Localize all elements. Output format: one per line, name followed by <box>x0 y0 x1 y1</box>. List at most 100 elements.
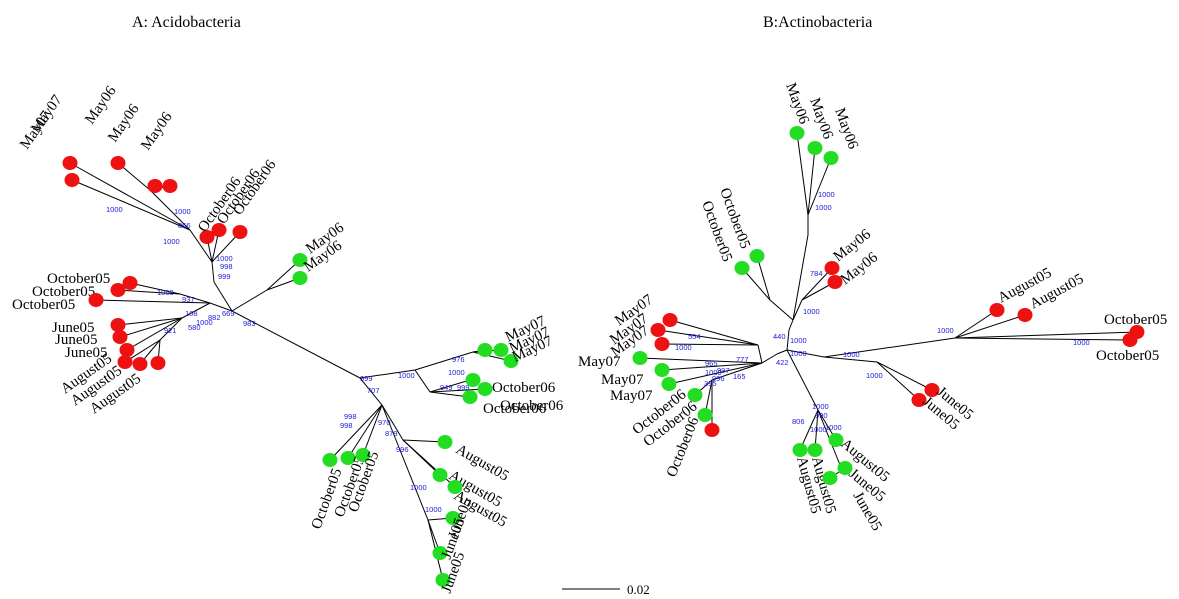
bootstrap-value: 965 <box>705 359 718 368</box>
leaf-dot <box>462 390 478 404</box>
bootstrap-value: 422 <box>776 358 789 367</box>
leaf-green: October06 <box>462 390 547 417</box>
leaf-label: October06 <box>500 398 564 414</box>
leaf-dot <box>654 337 670 351</box>
leaf-label: October05 <box>47 271 110 287</box>
bootstrap-value: 1000 <box>1073 338 1090 347</box>
leaf-label: May06 <box>831 106 861 152</box>
leaf-dot <box>199 230 215 244</box>
leaf-green: May06 <box>806 96 836 155</box>
leaf-dot <box>232 225 248 239</box>
leaf-dot <box>493 343 509 357</box>
leaf-dot <box>661 377 677 391</box>
bootstrap-value: 998 <box>220 262 233 271</box>
branch-line <box>159 317 183 341</box>
leaf-red: June05 <box>55 330 128 348</box>
panel-b-title: B:Actinobacteria <box>763 14 872 31</box>
leaf-red: October05 <box>1096 333 1159 364</box>
bootstrap-value: 999 <box>218 272 231 281</box>
leaf-dot <box>112 330 128 344</box>
branch-line <box>786 349 825 358</box>
leaf-dot <box>1017 308 1033 322</box>
leaf-label: June05 <box>55 332 98 348</box>
bootstrap-value: 866 <box>178 221 191 230</box>
branch-line <box>661 362 763 371</box>
leaf-red: October05 <box>32 283 126 300</box>
leaf-dot <box>62 156 78 170</box>
leaf-dot <box>822 471 838 485</box>
leaf-dot <box>807 141 823 155</box>
bootstrap-value: 1000 <box>790 336 807 345</box>
leaf-dot <box>132 357 148 371</box>
branch-line <box>181 302 211 319</box>
branch-line <box>213 281 233 312</box>
leaf-green: May07 <box>610 377 677 404</box>
leaf-dot <box>117 355 133 369</box>
bootstrap-value: 1000 <box>157 288 174 297</box>
leaf-red: October05 <box>12 293 104 313</box>
bootstrap-value: 777 <box>736 355 749 364</box>
bootstrap-value: 707 <box>367 386 380 395</box>
bootstrap-value: 1000 <box>815 203 832 212</box>
bootstrap-value: 784 <box>810 269 823 278</box>
leaf-dot <box>632 351 648 365</box>
leaf-dot <box>355 448 371 462</box>
branch-line <box>211 261 215 283</box>
bootstrap-value: 1000 <box>174 207 191 216</box>
bootstrap-value: 806 <box>792 417 805 426</box>
branch-line <box>807 147 816 216</box>
leaf-dot <box>827 275 843 289</box>
branch-line <box>126 317 183 351</box>
leaf-dot <box>654 363 670 377</box>
leaf-dot <box>650 323 666 337</box>
bootstrap-value: 997 <box>717 366 730 375</box>
leaf-dot <box>924 383 940 397</box>
branch-line <box>266 259 301 291</box>
branch-line <box>792 234 809 321</box>
branch-line <box>756 255 771 301</box>
bootstrap-value: 1000 <box>196 318 213 327</box>
leaf-dot <box>110 318 126 332</box>
bootstrap-value: 165 <box>733 372 746 381</box>
branch-line <box>807 157 832 216</box>
branch-line <box>429 388 486 393</box>
leaf-label: May07 <box>610 388 653 404</box>
leaf-dot <box>792 443 808 457</box>
branch-line <box>414 369 431 393</box>
branch-line <box>359 369 416 379</box>
bootstrap-value: 1000 <box>705 368 722 377</box>
leaf-dot <box>704 423 720 437</box>
branch-line <box>788 319 794 331</box>
leaf-dot <box>807 443 823 457</box>
leaf-dot <box>150 356 166 370</box>
bootstrap-value: 669 <box>222 309 235 318</box>
leaf-dot <box>824 261 840 275</box>
branch-line <box>786 349 819 411</box>
branch-line <box>381 404 404 441</box>
leaf-label: May07 <box>17 108 55 152</box>
leaf-red: October05 <box>1104 312 1167 339</box>
branch-line <box>954 337 1131 341</box>
branch-line <box>639 357 763 364</box>
branch-line <box>231 310 361 379</box>
leaf-label: May06 <box>138 109 176 153</box>
branch-line <box>359 377 383 406</box>
leaf-dot <box>432 468 448 482</box>
branch-line <box>129 282 181 295</box>
leaf-label: June05 <box>65 345 108 361</box>
leaf-green: October06 <box>477 382 564 414</box>
leaf-dot <box>687 388 703 402</box>
leaf-dot <box>292 253 308 267</box>
bootstrap-value: 1000 <box>790 349 807 358</box>
branch-line <box>769 299 794 321</box>
branch-line <box>657 329 759 346</box>
leaf-dot <box>340 451 356 465</box>
leaf-dot <box>437 435 453 449</box>
branch-line <box>757 344 763 364</box>
branch-line <box>381 404 429 521</box>
bootstrap-value: 999 <box>360 374 373 383</box>
